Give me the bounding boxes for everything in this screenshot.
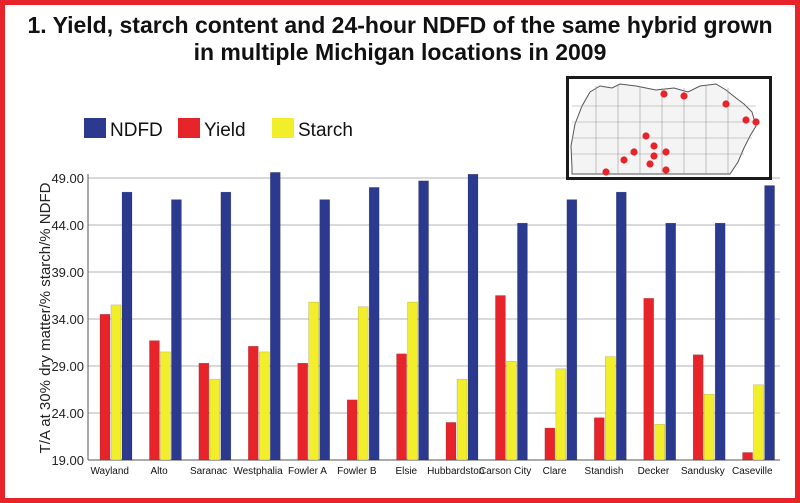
x-tick-label: Caseville bbox=[732, 466, 773, 477]
bar-yield-fowler-a bbox=[297, 362, 308, 461]
legend-swatch-ndfd bbox=[84, 118, 106, 138]
legend-label-yield: Yield bbox=[204, 120, 246, 141]
chart-title-line-1: 1. Yield, starch content and 24-hour NDF… bbox=[27, 12, 773, 38]
x-tick-label: Westphalia bbox=[233, 466, 283, 477]
x-tick-label: Elsie bbox=[395, 466, 417, 477]
bar-ndfd-standish bbox=[616, 191, 627, 461]
bar-yield-elsie bbox=[396, 353, 407, 461]
y-tick-label: 34.00 bbox=[51, 312, 84, 327]
chart-title: 1. Yield, starch content and 24-hour NDF… bbox=[8, 12, 792, 66]
y-axis-label: T/A at 30% dry matter/% starch/% NDFD bbox=[37, 182, 54, 453]
y-tick-label: 24.00 bbox=[51, 406, 84, 421]
bar-starch-decker bbox=[654, 424, 665, 461]
bar-starch-clare bbox=[555, 368, 567, 461]
bar-ndfd-wayland bbox=[121, 191, 133, 461]
y-tick-label: 39.00 bbox=[51, 265, 84, 280]
bar-ndfd-sandusky bbox=[714, 222, 726, 461]
x-tick-label: Fowler A bbox=[288, 466, 327, 477]
y-tick-label: 29.00 bbox=[51, 359, 84, 374]
y-tick-label: 49.00 bbox=[51, 171, 84, 186]
x-tick-label: Alto bbox=[151, 466, 169, 477]
bar-starch-hubbardston bbox=[456, 378, 468, 461]
grid-lines bbox=[87, 174, 780, 461]
y-tick-label: 19.00 bbox=[51, 453, 84, 468]
bar-starch-saranac bbox=[209, 378, 221, 461]
bar-starch-westphalia bbox=[259, 351, 270, 461]
legend-label-ndfd: NDFD bbox=[110, 120, 163, 141]
bar-ndfd-elsie bbox=[418, 180, 429, 461]
bar-ndfd-caseville bbox=[764, 185, 775, 461]
x-tick-label: Carson City bbox=[479, 466, 531, 477]
bar-ndfd-westphalia bbox=[270, 172, 281, 461]
chart-title-line-2: in multiple Michigan locations in 2009 bbox=[193, 39, 607, 65]
y-tick-label: 44.00 bbox=[51, 218, 84, 233]
bar-starch-carson-city bbox=[506, 361, 517, 461]
y-tick-labels: 19.00 24.00 29.00 34.00 39.00 44.00 49.00 bbox=[51, 171, 84, 468]
bar-ndfd-hubbardston bbox=[467, 173, 479, 461]
bar-starch-caseville bbox=[753, 384, 764, 461]
bar-starch-standish bbox=[605, 356, 616, 461]
bar-starch-wayland bbox=[110, 304, 122, 461]
bar-yield-sandusky bbox=[692, 354, 704, 461]
bar-starch-fowler-b bbox=[357, 306, 369, 461]
bar-ndfd-alto bbox=[171, 199, 182, 461]
x-tick-label: Clare bbox=[543, 466, 567, 477]
bar-starch-sandusky bbox=[703, 393, 715, 461]
bar-yield-decker bbox=[643, 298, 654, 461]
x-tick-label: Decker bbox=[638, 466, 670, 477]
bar-yield-fowler-b bbox=[346, 399, 358, 461]
bar-yield-westphalia bbox=[248, 346, 259, 461]
bar-yield-saranac bbox=[198, 362, 210, 461]
bar-ndfd-decker bbox=[665, 222, 676, 461]
bar-starch-alto bbox=[160, 351, 171, 461]
legend-swatch-starch bbox=[272, 118, 294, 138]
x-tick-label: Saranac bbox=[190, 466, 227, 477]
legend-swatch-yield bbox=[178, 118, 200, 138]
bar-ndfd-fowler-a bbox=[319, 199, 330, 461]
bar-yield-wayland bbox=[99, 314, 111, 461]
x-tick-label: Wayland bbox=[90, 466, 129, 477]
bar-yield-clare bbox=[544, 427, 556, 461]
x-tick-labels: Wayland Alto Saranac Westphalia Fowler A Fowl… bbox=[90, 466, 773, 477]
legend: NDFD Yield Starch bbox=[84, 118, 353, 141]
bar-ndfd-fowler-b bbox=[368, 187, 380, 461]
bar-yield-standish bbox=[594, 417, 605, 461]
bar-yield-alto bbox=[149, 340, 160, 461]
bar-ndfd-saranac bbox=[220, 191, 232, 461]
bar-ndfd-carson-city bbox=[517, 222, 528, 461]
bar-ndfd-clare bbox=[566, 199, 578, 461]
x-tick-label: Hubbardston bbox=[427, 466, 484, 477]
bars bbox=[99, 172, 775, 461]
bar-yield-caseville bbox=[742, 452, 753, 461]
bar-starch-elsie bbox=[407, 301, 418, 461]
bar-yield-carson-city bbox=[495, 295, 506, 461]
bar-starch-fowler-a bbox=[308, 301, 319, 461]
x-tick-label: Sandusky bbox=[681, 466, 725, 477]
michigan-locator-map bbox=[566, 76, 772, 180]
legend-label-starch: Starch bbox=[298, 120, 353, 141]
x-tick-label: Standish bbox=[585, 466, 624, 477]
x-tick-label: Fowler B bbox=[337, 466, 377, 477]
bar-yield-hubbardston bbox=[445, 422, 457, 461]
